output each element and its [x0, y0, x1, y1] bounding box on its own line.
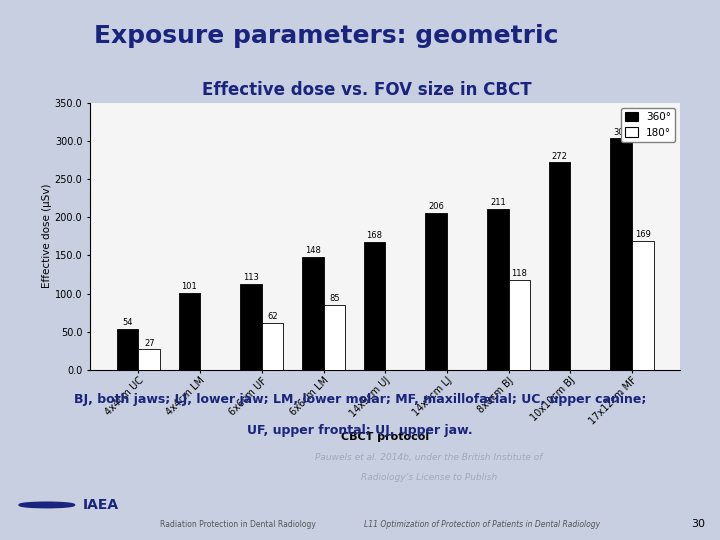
X-axis label: CBCT protocol: CBCT protocol	[341, 433, 429, 442]
Legend: 360°, 180°: 360°, 180°	[621, 108, 675, 142]
Bar	[138, 349, 160, 370]
Text: UF, upper frontal; UJ, upper jaw.: UF, upper frontal; UJ, upper jaw.	[247, 424, 473, 437]
Bar	[117, 329, 138, 370]
Bar	[632, 241, 654, 370]
Text: 30: 30	[691, 519, 706, 529]
Circle shape	[42, 504, 52, 505]
Bar	[611, 138, 632, 370]
Text: 118: 118	[511, 269, 527, 278]
Text: 211: 211	[490, 198, 505, 207]
Text: 148: 148	[305, 246, 320, 255]
Text: 303: 303	[613, 128, 629, 137]
Bar	[549, 162, 570, 370]
Text: 27: 27	[144, 339, 155, 348]
Text: 206: 206	[428, 202, 444, 211]
Text: Pauwels et al. 2014b, under the British Institute of: Pauwels et al. 2014b, under the British …	[315, 453, 543, 462]
Y-axis label: Effective dose (μSv): Effective dose (μSv)	[42, 184, 52, 288]
Text: Radiation Protection in Dental Radiology: Radiation Protection in Dental Radiology	[160, 519, 315, 529]
Text: 101: 101	[181, 282, 197, 291]
Bar	[364, 241, 385, 370]
Text: 62: 62	[267, 312, 278, 321]
Bar	[487, 209, 508, 370]
Text: L11 Optimization of Protection of Patients in Dental Radiology: L11 Optimization of Protection of Patien…	[364, 519, 600, 529]
Bar	[302, 257, 323, 370]
Text: Effective dose vs. FOV size in CBCT: Effective dose vs. FOV size in CBCT	[202, 80, 532, 99]
Text: 85: 85	[329, 294, 340, 303]
Text: IAEA: IAEA	[83, 498, 119, 512]
Text: Radiology’s License to Publish: Radiology’s License to Publish	[361, 472, 498, 482]
Bar	[240, 284, 262, 370]
Text: 272: 272	[552, 152, 567, 160]
Bar	[323, 305, 345, 370]
Bar	[262, 322, 284, 370]
Text: 168: 168	[366, 231, 382, 240]
Text: Exposure parameters: geometric: Exposure parameters: geometric	[94, 24, 558, 49]
Text: 54: 54	[122, 318, 133, 327]
Text: 113: 113	[243, 273, 259, 282]
Text: 169: 169	[635, 230, 651, 239]
Bar	[426, 213, 447, 370]
Text: BJ, both jaws; LJ, lower jaw; LM, lower molar; MF, maxillofacial; UC, upper cani: BJ, both jaws; LJ, lower jaw; LM, lower …	[74, 393, 646, 406]
Bar	[179, 293, 200, 370]
Bar	[508, 280, 530, 370]
